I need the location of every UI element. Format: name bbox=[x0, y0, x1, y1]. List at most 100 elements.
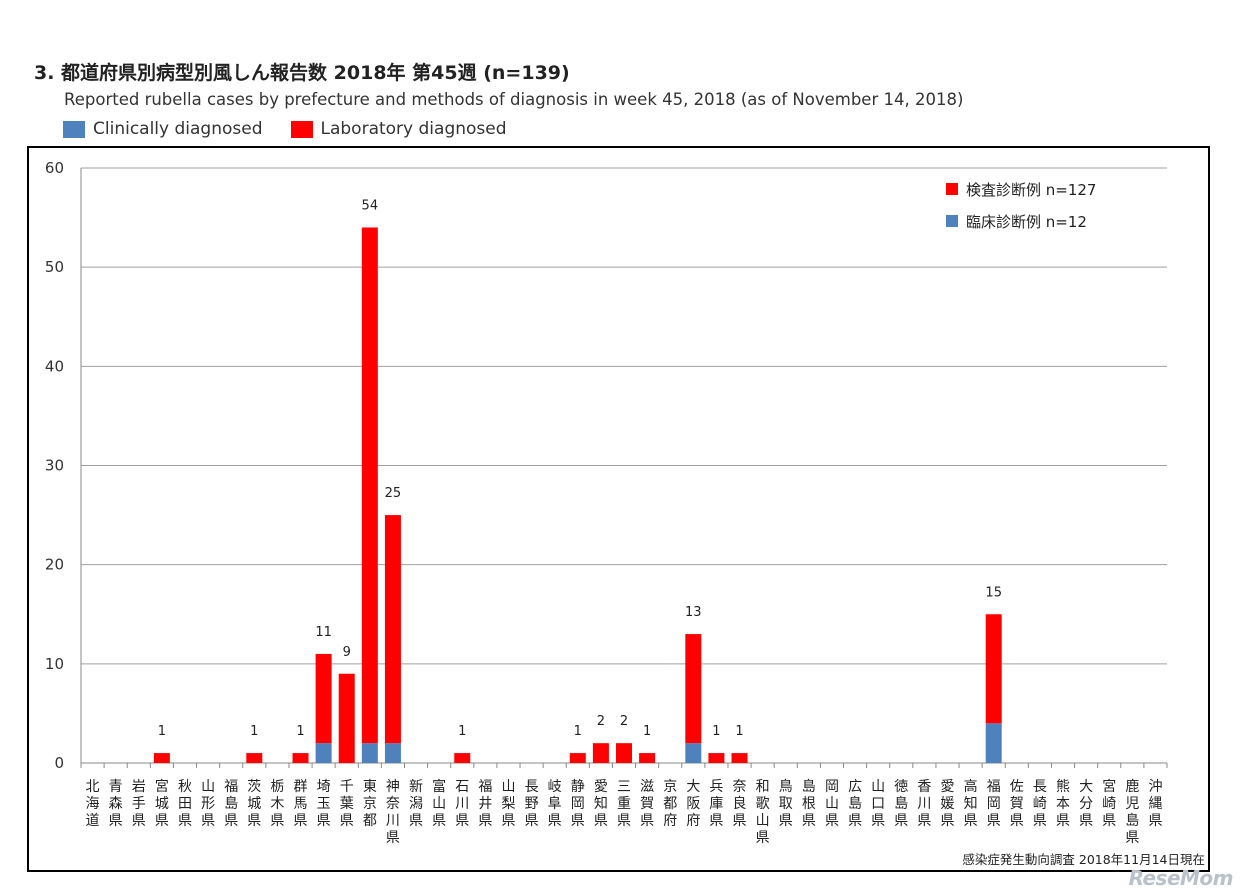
data-label: 1 bbox=[250, 724, 258, 739]
x-tick-label: 富山県 bbox=[432, 778, 446, 829]
x-tick-label: 茨城県 bbox=[247, 779, 261, 829]
bar-laboratory bbox=[246, 753, 263, 763]
x-tick-label: 静岡県 bbox=[571, 779, 585, 829]
bar-laboratory bbox=[592, 743, 609, 763]
bar-laboratory bbox=[315, 653, 332, 744]
top-legend: Clinically diagnosed Laboratory diagnose… bbox=[63, 119, 535, 139]
legend-item-clinical: Clinically diagnosed bbox=[63, 119, 263, 139]
x-tick-label: 北海道 bbox=[86, 779, 100, 829]
x-tick-label: 東京都 bbox=[363, 779, 377, 829]
chart-legend: 検査診断例 n=127 臨床診断例 n=12 bbox=[946, 181, 1096, 231]
x-tick-label: 佐賀県 bbox=[1010, 779, 1024, 829]
x-tick-label: 大阪府 bbox=[686, 779, 700, 829]
x-tick-label: 高知県 bbox=[964, 778, 978, 829]
data-label: 2 bbox=[620, 714, 628, 729]
bar-clinical bbox=[361, 743, 378, 763]
x-tick-label: 広島県 bbox=[848, 779, 862, 829]
y-tick-label: 20 bbox=[45, 556, 64, 574]
y-tick-label: 40 bbox=[45, 357, 64, 375]
data-label: 1 bbox=[158, 724, 166, 739]
data-label: 15 bbox=[985, 585, 1002, 600]
chart-legend-label-clinical: 臨床診断例 n=12 bbox=[966, 213, 1087, 231]
x-tick-label: 岩手県 bbox=[132, 779, 146, 829]
x-tick-label: 千葉県 bbox=[340, 779, 354, 829]
bar-laboratory bbox=[708, 753, 725, 763]
y-tick-label: 60 bbox=[45, 159, 64, 177]
data-label: 2 bbox=[597, 714, 605, 729]
chart-legend-swatch-clinical bbox=[946, 215, 958, 227]
bar-laboratory bbox=[361, 227, 378, 744]
bar-laboratory bbox=[985, 614, 1002, 724]
x-tick-label: 秋田県 bbox=[178, 779, 192, 829]
legend-label-laboratory: Laboratory diagnosed bbox=[320, 119, 507, 139]
x-tick-label: 徳島県 bbox=[894, 779, 908, 829]
label-layer: 北海道青森県岩手県1宮城県秋田県山形県福島県1茨城県栃木県1群馬県11埼玉県9千… bbox=[86, 199, 1163, 847]
legend-swatch-laboratory bbox=[290, 120, 313, 138]
bar-clinical bbox=[685, 743, 702, 763]
x-tick-label: 山形県 bbox=[201, 779, 215, 829]
bar-clinical bbox=[985, 723, 1002, 763]
y-tick-label: 30 bbox=[45, 457, 64, 475]
bar-laboratory bbox=[685, 634, 702, 744]
bar-clinical bbox=[384, 743, 401, 763]
data-label: 1 bbox=[574, 724, 582, 739]
x-tick-label: 島根県 bbox=[802, 779, 816, 829]
bar-laboratory bbox=[338, 673, 355, 763]
data-label: 1 bbox=[458, 724, 466, 739]
x-tick-label: 鹿児島県 bbox=[1125, 778, 1139, 846]
x-tick-label: 福岡県 bbox=[987, 779, 1001, 829]
x-tick-label: 和歌山県 bbox=[756, 779, 770, 846]
x-tick-label: 滋賀県 bbox=[640, 779, 654, 829]
x-tick-label: 山口県 bbox=[871, 779, 885, 829]
x-tick-label: 岡山県 bbox=[825, 779, 839, 829]
x-tick-label: 兵庫県 bbox=[709, 779, 723, 829]
bar-laboratory bbox=[384, 515, 401, 744]
x-tick-label: 岐阜県 bbox=[548, 779, 562, 829]
page-title: 3. 都道府県別病型別風しん報告数 2018年 第45週 (n=139) bbox=[34, 62, 570, 84]
chart-frame bbox=[27, 146, 1210, 872]
x-tick-label: 福井県 bbox=[478, 779, 492, 829]
bar-laboratory bbox=[292, 753, 309, 763]
y-tick-label: 10 bbox=[45, 655, 64, 673]
watermark-logo: ReseMom bbox=[1128, 866, 1234, 890]
bar-laboratory bbox=[639, 753, 656, 763]
data-label: 54 bbox=[362, 199, 379, 214]
y-tick-label: 0 bbox=[54, 754, 64, 772]
data-label: 9 bbox=[343, 645, 351, 660]
x-tick-label: 宮崎県 bbox=[1102, 779, 1116, 829]
x-tick-label: 沖縄県 bbox=[1148, 779, 1162, 829]
x-tick-label: 香川県 bbox=[917, 779, 931, 829]
bar-layer bbox=[153, 227, 1002, 763]
y-tick-label: 50 bbox=[45, 258, 64, 276]
bar-laboratory bbox=[731, 753, 748, 763]
x-tick-label: 熊本県 bbox=[1056, 779, 1070, 829]
bar-laboratory bbox=[153, 753, 170, 763]
x-tick-label: 長野県 bbox=[525, 779, 539, 829]
x-tick-label: 石川県 bbox=[455, 779, 469, 829]
x-tick-label: 愛知県 bbox=[594, 779, 608, 829]
data-label: 1 bbox=[643, 724, 651, 739]
bar-laboratory bbox=[569, 753, 586, 763]
bar-clinical bbox=[315, 743, 332, 763]
bar-laboratory bbox=[616, 743, 632, 763]
x-tick-label: 群馬県 bbox=[294, 779, 308, 829]
x-tick-label: 山梨県 bbox=[501, 779, 515, 829]
data-label: 13 bbox=[685, 605, 702, 620]
x-tick-label: 京都府 bbox=[663, 779, 677, 829]
chart-legend-label-laboratory: 検査診断例 n=127 bbox=[966, 181, 1096, 199]
x-tick-label: 愛媛県 bbox=[940, 779, 954, 829]
legend-item-laboratory: Laboratory diagnosed bbox=[290, 119, 507, 139]
source-note: 感染症発生動向調査 2018年11月14日現在 bbox=[962, 852, 1205, 867]
data-label: 25 bbox=[385, 486, 402, 501]
data-label: 11 bbox=[315, 625, 332, 640]
x-tick-label: 新潟県 bbox=[409, 779, 423, 829]
x-tick-label: 三重県 bbox=[617, 779, 631, 829]
x-tick-label: 栃木県 bbox=[270, 779, 284, 829]
page-subtitle: Reported rubella cases by prefecture and… bbox=[64, 90, 964, 109]
x-tick-label: 神奈川県 bbox=[386, 779, 400, 846]
legend-swatch-clinical bbox=[63, 120, 85, 138]
chart-legend-swatch-laboratory bbox=[946, 183, 958, 195]
data-label: 1 bbox=[735, 724, 743, 739]
legend-label-clinical: Clinically diagnosed bbox=[93, 119, 263, 139]
